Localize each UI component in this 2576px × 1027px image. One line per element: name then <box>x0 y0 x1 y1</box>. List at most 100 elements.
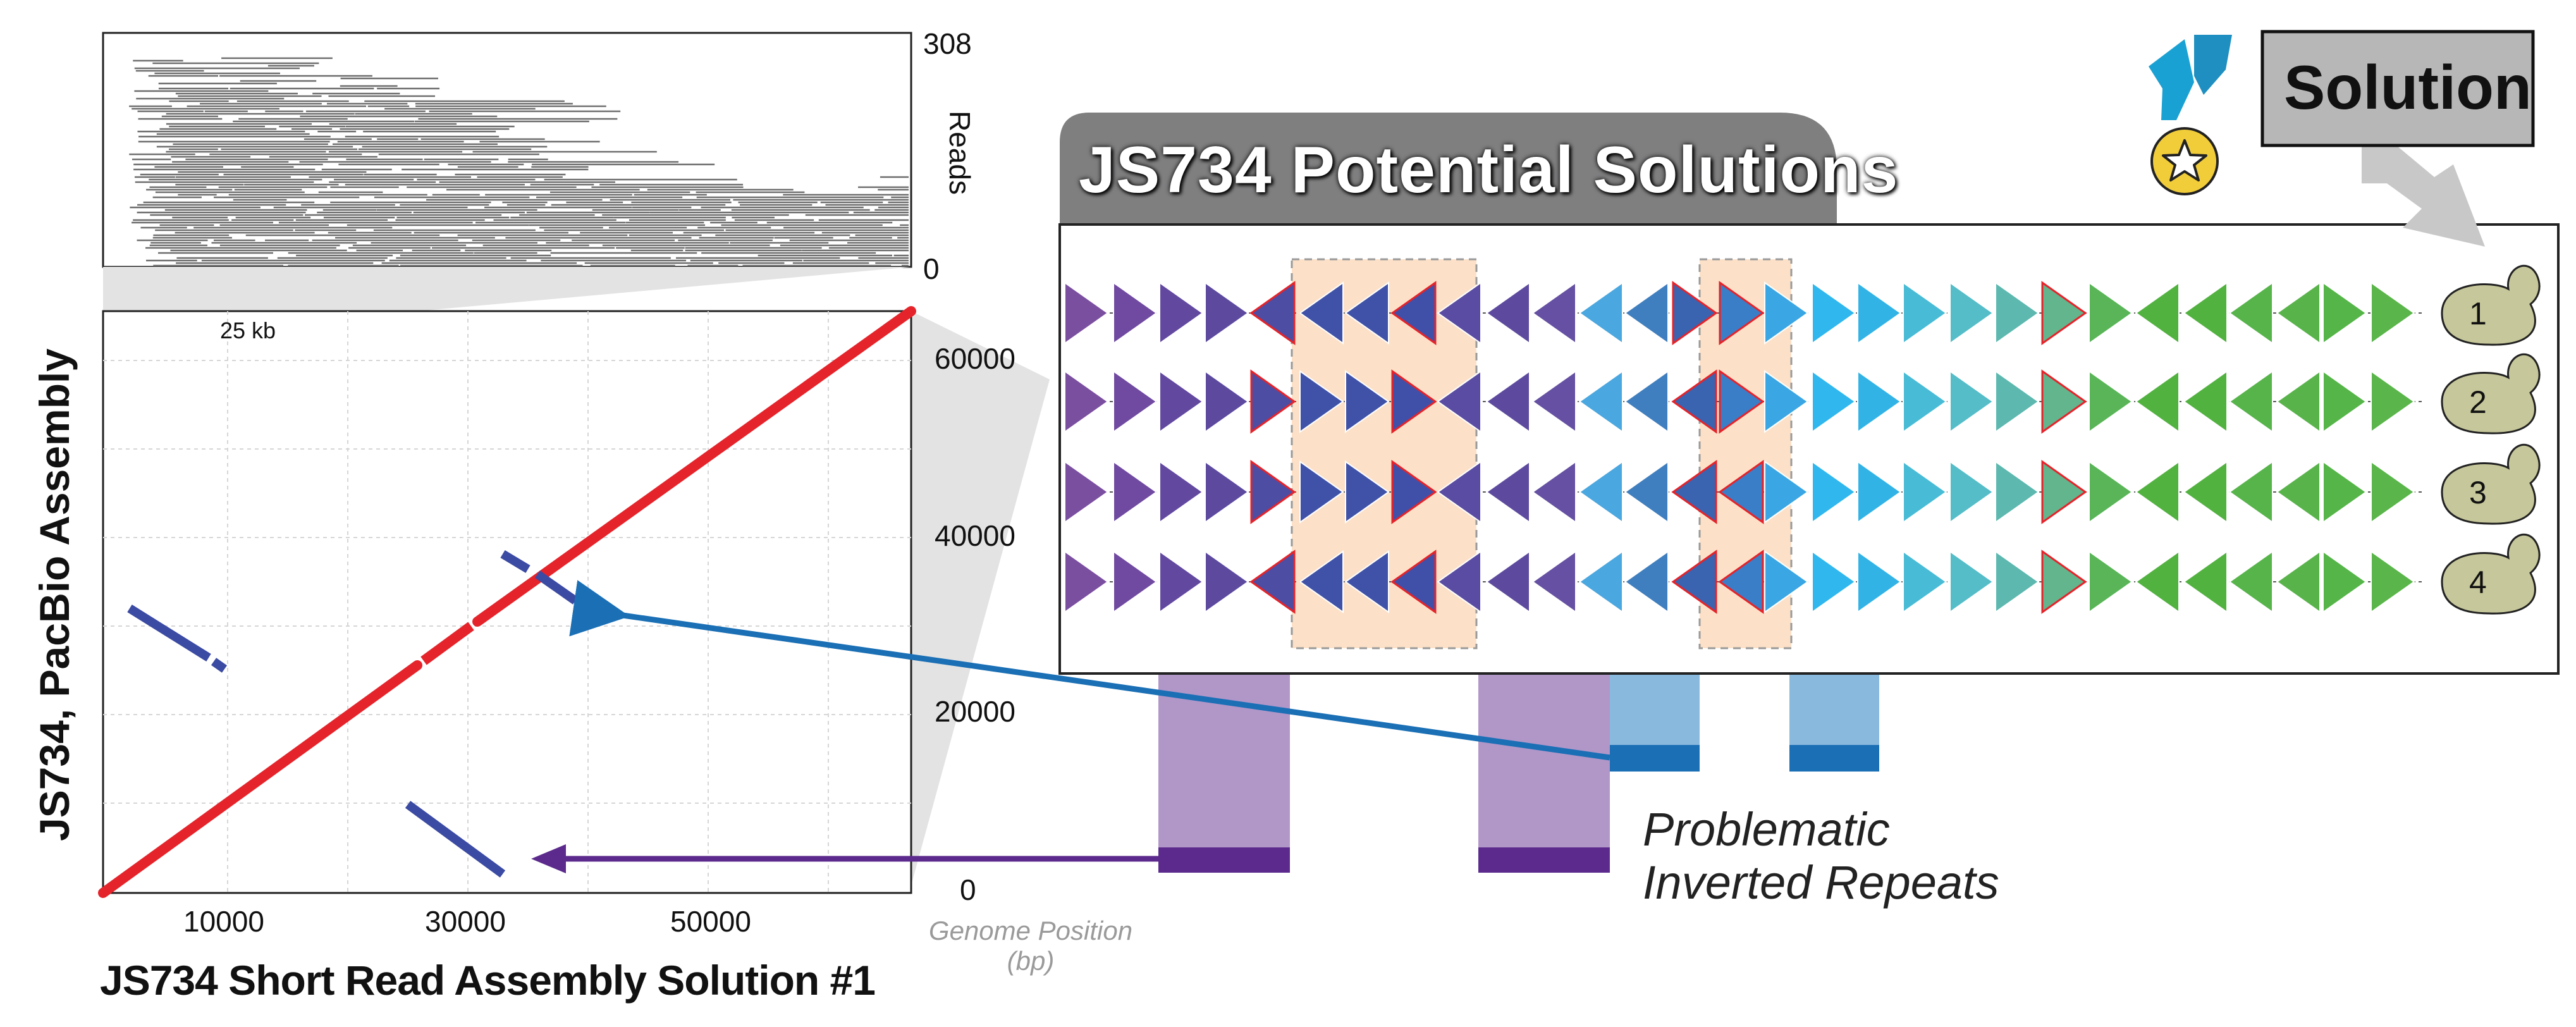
gene-arrow <box>1064 281 1109 345</box>
gene-arrow <box>2183 550 2228 613</box>
y-tick-20000: 20000 <box>935 695 1015 728</box>
gene-arrow <box>1113 370 1158 433</box>
gene-arrow <box>1390 550 1437 614</box>
gene-arrow <box>1250 460 1296 524</box>
gene-arrow <box>2183 370 2228 433</box>
gene-arrow <box>2322 550 2367 613</box>
inverted-repeat-1a <box>127 605 211 661</box>
gene-arrow <box>1903 370 1947 433</box>
zoom-connector-right <box>911 311 1050 885</box>
gene-arrow <box>2371 281 2415 345</box>
y-axis-title: JS734, PacBio Assembly <box>31 348 78 841</box>
gene-arrow <box>1390 281 1437 345</box>
gene-arrow <box>1531 370 1576 433</box>
gene-arrow <box>1624 550 1669 613</box>
gene-arrow <box>1113 550 1158 613</box>
gene-arrow <box>2135 281 2180 345</box>
gene-arrow <box>1903 550 1947 613</box>
gene-arrow <box>1857 460 1902 524</box>
gene-arrow <box>1345 370 1390 433</box>
synteny-diagonal-a <box>98 660 422 898</box>
gene-arrow <box>2228 370 2273 433</box>
genome-position-label: Genome Position (bp) <box>928 916 1133 976</box>
yeast-cell-icon <box>2441 353 2541 434</box>
gene-arrow <box>2183 281 2228 345</box>
coverage-axis-label: Reads <box>943 111 976 195</box>
solutions-panel <box>1058 113 2560 675</box>
gene-arrow <box>1812 550 1856 613</box>
gene-arrow <box>1531 281 1576 345</box>
gene-arrow <box>1995 370 2040 433</box>
gene-arrow <box>1764 460 1809 524</box>
gene-arrow <box>1857 281 1902 345</box>
gene-arrow <box>1949 370 1994 433</box>
gene-arrow <box>2228 281 2273 345</box>
yeast-cell-icon <box>2441 443 2541 525</box>
gene-arrow <box>1995 460 2040 524</box>
solution-badge-label: Solution <box>2284 52 2532 122</box>
gene-arrow <box>1857 550 1902 613</box>
gene-arrow <box>2276 550 2321 613</box>
gene-arrow <box>1485 550 1530 613</box>
gene-arrow <box>1205 550 1249 613</box>
gene-arrow <box>1812 370 1856 433</box>
gene-arrow <box>1949 460 1994 524</box>
solution-row-label: 1 <box>2469 296 2487 331</box>
gene-arrow <box>2041 550 2087 614</box>
panel-title: JS734 Potential Solutions <box>1079 133 1899 207</box>
y-tick-0: 0 <box>960 873 976 906</box>
gene-arrow <box>2088 281 2133 345</box>
gene-arrow <box>2041 460 2087 524</box>
gene-arrow <box>2135 460 2180 524</box>
blue-arrow <box>569 580 1610 761</box>
synteny-diagonal-b <box>420 622 474 665</box>
gene-arrow <box>1437 460 1481 524</box>
gene-arrow <box>1578 370 1623 433</box>
gene-arrow <box>1812 281 1856 345</box>
gene-arrow <box>2041 369 2087 434</box>
gene-arrow <box>1249 550 1296 614</box>
gene-arrow <box>2322 460 2367 524</box>
inverted-repeat-2a <box>500 550 531 574</box>
gene-arrow <box>1485 370 1530 433</box>
repeat-bars <box>1158 673 1879 873</box>
y-tick-60000: 60000 <box>935 342 1015 375</box>
gene-arrow <box>1205 370 1249 433</box>
solution-pointer <box>2362 145 2485 247</box>
gene-arrow <box>1812 460 1856 524</box>
gene-arrow <box>2371 460 2415 524</box>
gene-arrow <box>1437 370 1481 433</box>
x-axis-title: JS734 Short Read Assembly Solution #1 <box>100 957 876 1004</box>
gene-arrow <box>2088 460 2133 524</box>
gene-arrow <box>1344 281 1389 345</box>
problematic-inverted-repeats-label: Problematic Inverted Repeats <box>1643 803 1999 909</box>
gene-arrow <box>1995 550 2040 613</box>
gene-arrow <box>1064 370 1109 433</box>
gene-arrow <box>2276 460 2321 524</box>
gene-arrow <box>1764 370 1809 433</box>
gene-arrow <box>2135 550 2180 613</box>
gene-arrow <box>1345 460 1390 524</box>
gene-arrow <box>2276 281 2321 345</box>
scale-bar-label: 25 kb <box>220 317 276 343</box>
gene-arrow <box>1719 369 1765 434</box>
gene-arrow <box>1949 550 1994 613</box>
solution-badge <box>2260 30 2535 147</box>
gene-arrow <box>1299 460 1344 524</box>
gene-arrow <box>1159 550 1204 613</box>
zoom-connector <box>103 267 911 311</box>
gene-arrow <box>1578 550 1623 613</box>
gene-arrow <box>1671 369 1717 434</box>
panel-header <box>1060 113 1837 224</box>
gene-arrow <box>1159 281 1204 345</box>
gene-arrow <box>1485 460 1530 524</box>
solution-row-label: 3 <box>2469 475 2487 510</box>
gene-arrow <box>2183 460 2228 524</box>
gene-arrow <box>1113 460 1158 524</box>
gene-arrow <box>1764 281 1809 345</box>
gene-arrow <box>1205 460 1249 524</box>
gene-arrow <box>2228 460 2273 524</box>
inverted-repeat-2b <box>534 570 579 605</box>
gene-arrow <box>1624 370 1669 433</box>
gene-arrow <box>1671 550 1717 614</box>
